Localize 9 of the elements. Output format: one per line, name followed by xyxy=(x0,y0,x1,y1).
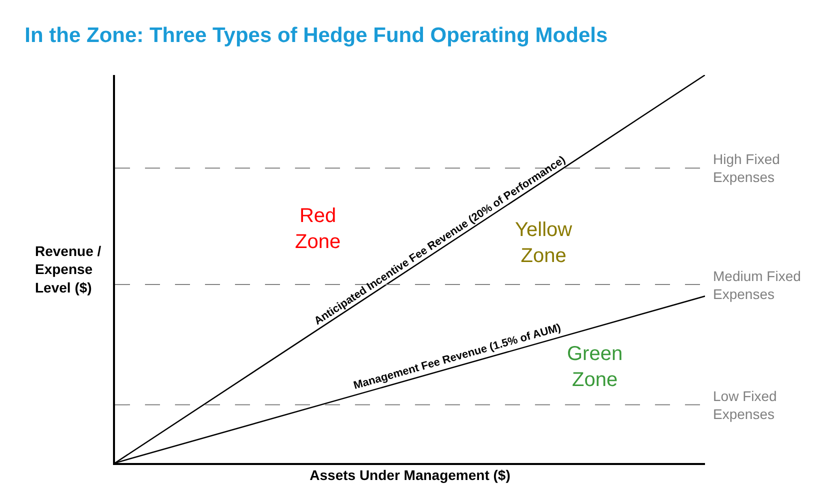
ref-line-label: Low Fixed Expenses xyxy=(713,388,777,422)
annotation: Red Zone xyxy=(295,205,341,253)
ref-line-label: High Fixed Expenses xyxy=(713,151,780,186)
chart-title: In the Zone: Three Types of Hedge Fund Operating Models xyxy=(24,24,608,47)
annotation: Green Zone xyxy=(567,343,623,391)
annotation: Yellow Zone xyxy=(515,219,573,267)
ref-line-label: Medium Fixed Expenses xyxy=(713,268,801,302)
x-axis-title: Assets Under Management ($) xyxy=(310,466,510,483)
y-axis-title: Revenue / Expense Level ($) xyxy=(35,243,102,296)
